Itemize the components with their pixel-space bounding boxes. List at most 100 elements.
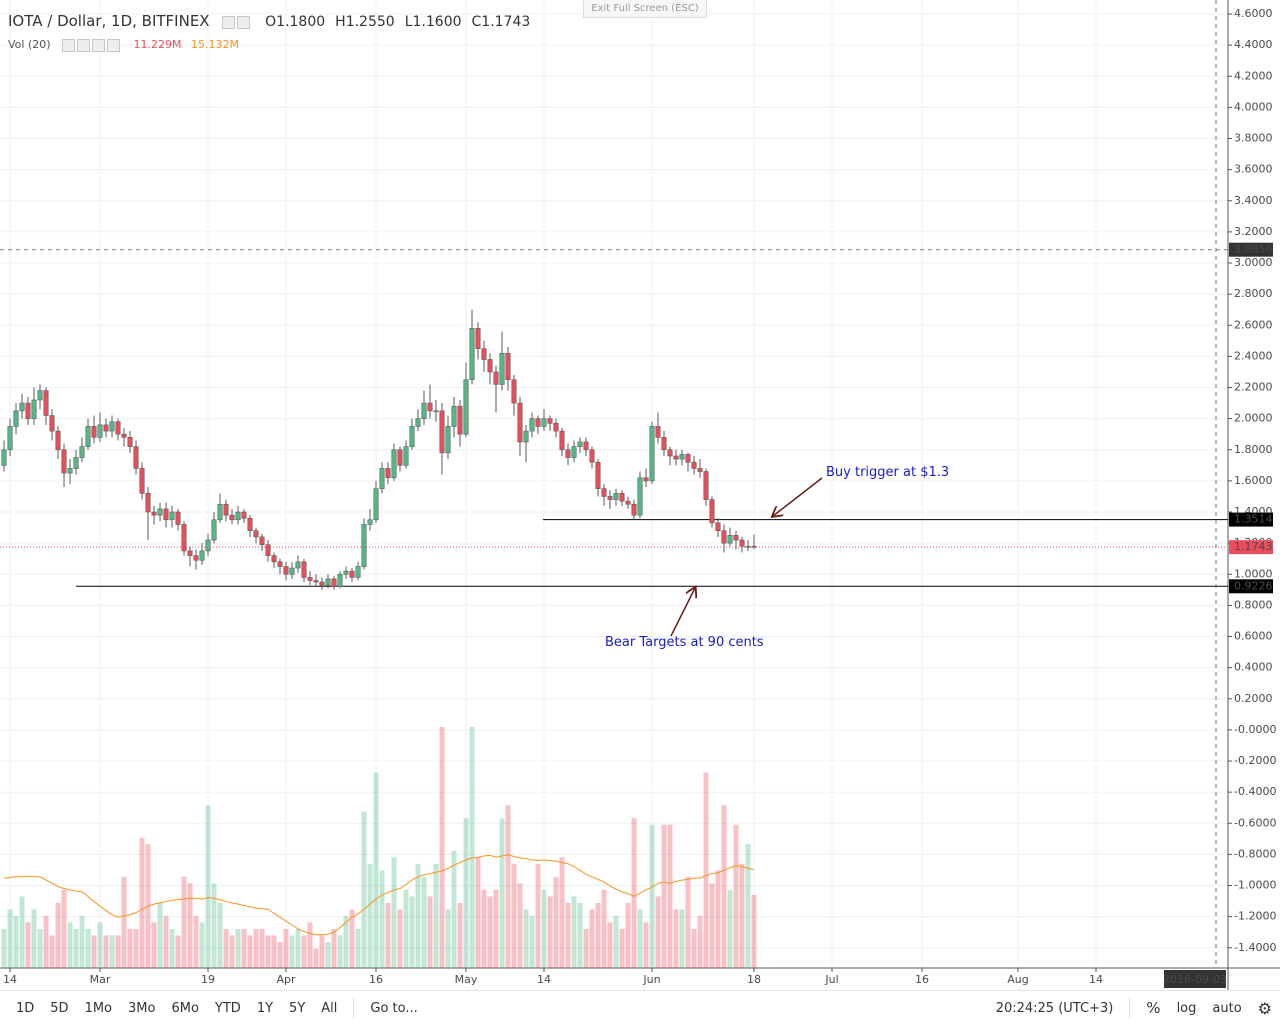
candle-body <box>361 524 367 567</box>
candle-body <box>367 519 373 525</box>
volume-bar <box>163 915 169 968</box>
candle-body <box>595 461 601 489</box>
x-tick-label: May <box>455 973 478 986</box>
candle-body <box>559 430 565 451</box>
volume-bar <box>313 948 319 968</box>
range-button[interactable]: 1Mo <box>84 1000 113 1016</box>
exit-full-screen[interactable]: Exit Full Screen (ESC) <box>583 0 707 18</box>
candle-body <box>493 371 499 385</box>
settings-button[interactable]: ⚙ <box>1257 998 1272 1018</box>
x-tick-label: 14 <box>537 973 551 986</box>
candle-body <box>295 561 301 569</box>
volume-bar <box>43 915 49 968</box>
candle-body <box>199 550 205 561</box>
ohlc-value: 1.2550 <box>345 14 395 30</box>
range-button[interactable]: 5Y <box>289 1000 306 1016</box>
y-tick-label: 1.8000 <box>1234 443 1273 456</box>
candle-body <box>463 379 469 435</box>
range-button[interactable]: YTD <box>214 1000 241 1016</box>
annotation: Bear Targets at 90 cents <box>605 635 764 650</box>
candle-body <box>445 426 451 454</box>
percent-toggle[interactable]: % <box>1146 999 1161 1017</box>
candle-body <box>271 555 277 563</box>
candle-body <box>307 577 313 581</box>
candle-body <box>379 468 385 489</box>
volume-bar <box>547 896 553 968</box>
volume-bar <box>115 935 121 968</box>
candle-body <box>187 550 193 556</box>
volume-bar <box>445 909 451 968</box>
level-label: 1.3514 <box>1234 513 1273 526</box>
range-button[interactable]: 1D <box>16 1000 35 1016</box>
y-tick-label: 2.0000 <box>1234 412 1273 425</box>
volume-bar <box>181 876 187 968</box>
candle-body <box>31 399 37 419</box>
range-button[interactable]: 3Mo <box>128 1000 156 1016</box>
volume-ma-line <box>3 854 755 936</box>
candle-body <box>169 511 175 521</box>
ohlc-item: H1.2550 <box>335 14 395 30</box>
candle-body <box>409 426 415 447</box>
ohlc-value: 1.1743 <box>481 14 531 30</box>
candle-body <box>223 503 229 516</box>
log-toggle[interactable]: log <box>1176 1000 1197 1016</box>
candle-body <box>211 519 217 541</box>
x-tick-label: 18 <box>747 973 761 986</box>
candle-body <box>745 545 751 548</box>
volume-bar <box>319 935 325 968</box>
volume-bar <box>649 824 655 968</box>
range-button[interactable]: 1Y <box>256 1000 274 1016</box>
candle-body <box>631 503 637 516</box>
volume-bar <box>235 928 241 968</box>
candle-body <box>1 449 7 466</box>
y-tick-label: 2.4000 <box>1234 349 1273 362</box>
volume-bar <box>355 928 361 968</box>
volume-bar <box>199 922 205 968</box>
volume-bar <box>679 909 685 968</box>
candle-body <box>121 433 127 438</box>
y-tick-label: -1.2000 <box>1234 910 1276 923</box>
range-button[interactable]: 6Mo <box>171 1000 199 1016</box>
volume-bar <box>559 857 565 968</box>
volume-bar <box>703 772 709 968</box>
volume-bar <box>67 922 73 968</box>
candle-body <box>235 511 241 521</box>
volume-bar <box>277 941 283 968</box>
volume-bar <box>565 902 571 968</box>
volume-bar <box>139 837 145 968</box>
volume-bar <box>205 805 211 968</box>
candle-body <box>301 561 307 578</box>
x-tick-label: Jun <box>642 973 660 986</box>
candle-body <box>679 454 685 460</box>
y-tick-label: 3.6000 <box>1234 163 1273 176</box>
range-button[interactable]: All <box>321 1000 338 1016</box>
volume-bar <box>343 915 349 968</box>
volume-bar <box>229 935 235 968</box>
candle-body <box>685 454 691 463</box>
range-button[interactable]: 5D <box>50 1000 69 1016</box>
volume-bar <box>151 922 157 968</box>
goto-button[interactable]: Go to... <box>370 1000 418 1016</box>
candle-body <box>457 405 463 435</box>
candle-body <box>277 561 283 567</box>
volume-bar <box>19 896 25 968</box>
candle-body <box>67 468 73 474</box>
candle-body <box>511 379 517 404</box>
volume-bar <box>157 902 163 968</box>
volume-bar <box>421 876 427 968</box>
volume-bar <box>475 857 481 968</box>
candle-body <box>145 493 151 513</box>
x-tick-label: Aug <box>1007 973 1028 986</box>
candle-body <box>727 535 733 544</box>
volume-bar <box>415 863 421 968</box>
volume-bar <box>553 876 559 968</box>
ohlc-key: H <box>335 14 346 30</box>
y-tick-label: 4.4000 <box>1234 38 1273 51</box>
candle-body <box>139 468 145 494</box>
candle-body <box>43 390 49 416</box>
volume-bar <box>133 928 139 968</box>
candle-body <box>79 446 85 458</box>
volume-bar <box>733 824 739 968</box>
auto-toggle[interactable]: auto <box>1212 1000 1242 1016</box>
